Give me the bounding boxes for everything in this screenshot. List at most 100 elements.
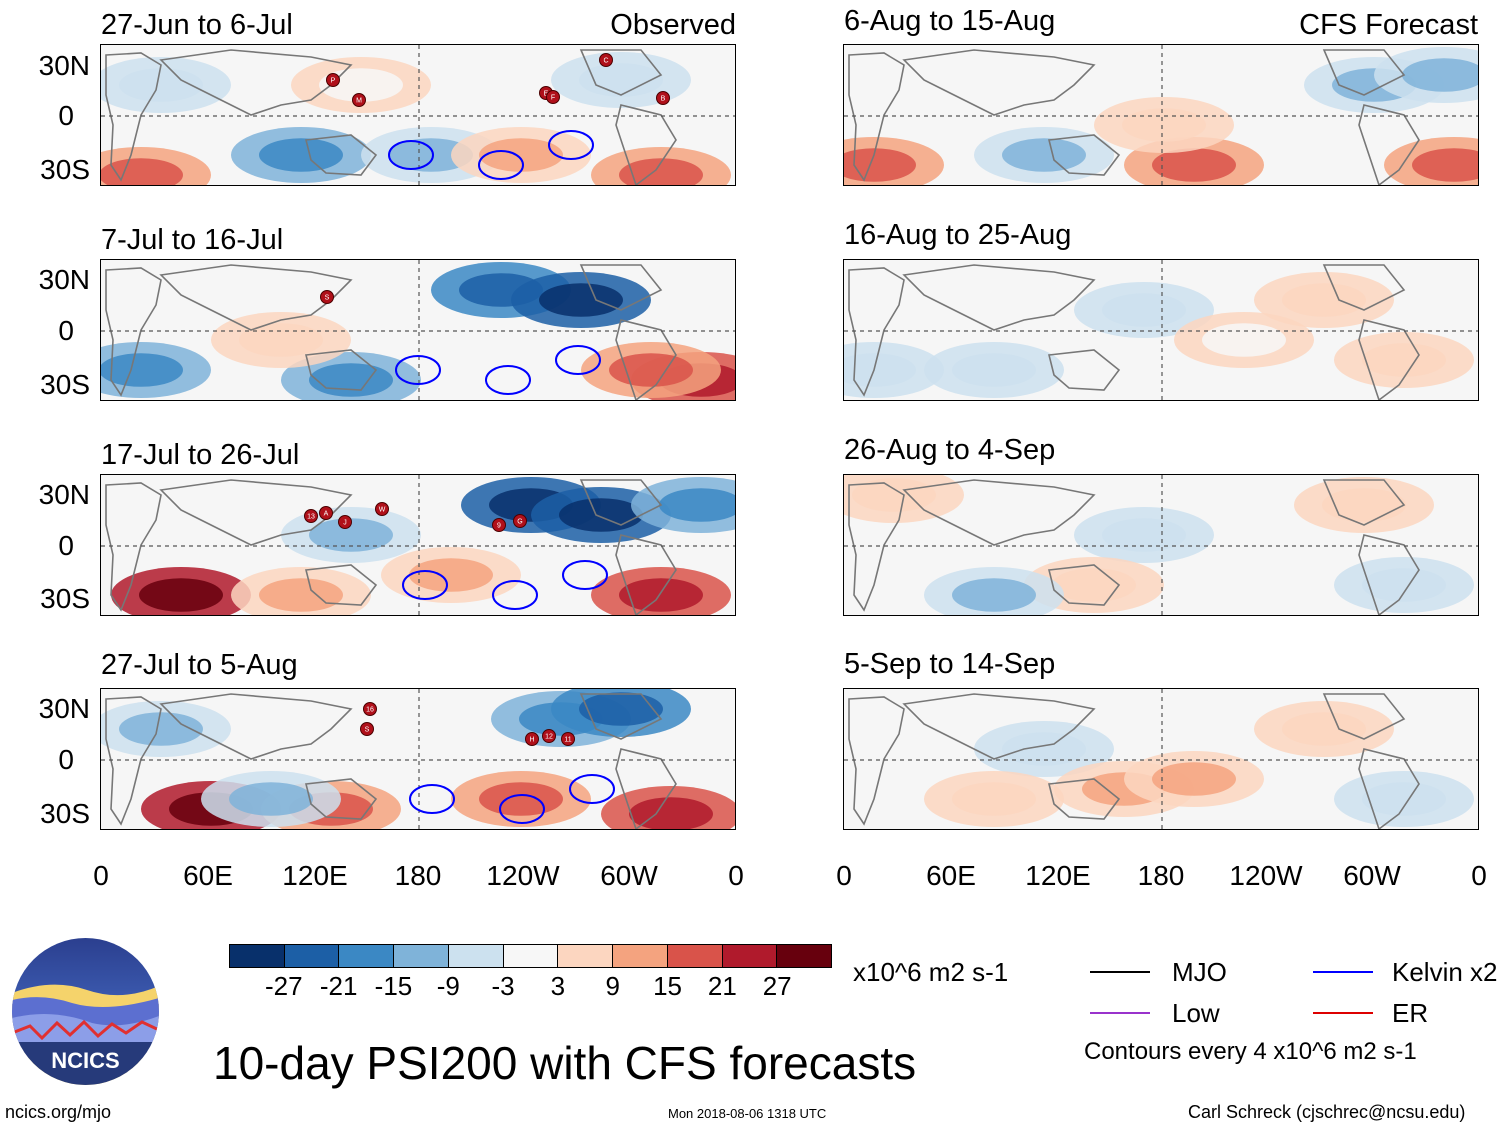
contours-note: Contours every 4 x10^6 m2 s-1 [1084, 1038, 1417, 1065]
storm-icon [513, 514, 527, 528]
panel-title-1: 27-Jun to 6-Jul [101, 9, 293, 41]
map-field [844, 689, 1478, 829]
lat-label-30n: 30N [38, 264, 90, 295]
storm-marker: 12 [542, 729, 556, 743]
storm-id-label: H [529, 737, 534, 744]
storm-id-label: S [325, 295, 330, 302]
continent-outline [848, 52, 905, 182]
lon-label-120e: 120E [1025, 860, 1091, 891]
continent-outline [615, 748, 677, 829]
storm-icon [656, 91, 670, 105]
logo-text: NCICS [51, 1048, 119, 1073]
storm-marker: 9 [492, 518, 506, 532]
anomaly-blob [1362, 782, 1446, 816]
continent-outline [305, 349, 378, 391]
storm-id-label: F [551, 95, 555, 102]
continent-outline [1358, 748, 1420, 829]
anomaly-blob [1152, 762, 1236, 796]
kelvin-contour [395, 355, 441, 385]
continent-outline [105, 482, 162, 612]
continent-outline [105, 696, 162, 826]
anomaly-blob [139, 578, 223, 612]
anomaly-blob [259, 578, 343, 612]
storm-id-label: 11 [564, 737, 571, 744]
continent-outline [105, 267, 162, 397]
kelvin-contour [388, 140, 434, 170]
colorbar-swatch [339, 945, 395, 967]
storm-icon [320, 290, 334, 304]
colorbar-tick-label: -21 [319, 971, 358, 1001]
storm-icon [363, 702, 377, 716]
anomaly-blob [1322, 488, 1406, 522]
lon-label-60e: 60E [926, 860, 976, 891]
colorbar-tick-label: -15 [374, 971, 413, 1001]
continent-outline [902, 49, 1096, 116]
continent-outline [1358, 104, 1420, 185]
continent-outline [848, 696, 905, 826]
storm-icon [352, 93, 366, 107]
colorbar-tick-label: 27 [762, 971, 792, 1001]
colorbar-tick-label: 21 [707, 971, 737, 1001]
storm-id-label: 12 [545, 734, 553, 741]
continent-outline [159, 49, 353, 116]
lat-label-30n: 30N [38, 693, 90, 724]
kelvin-contour [562, 560, 608, 590]
anomaly-blob [1412, 148, 1478, 182]
anomaly-blob [409, 558, 493, 592]
kelvin-contour [555, 345, 601, 375]
storm-id-label: 13 [307, 514, 315, 521]
lat-label-0: 0 [58, 315, 74, 346]
map-panel-fcst-3 [843, 474, 1479, 616]
anomaly-blob [1102, 518, 1186, 552]
kelvin-contour [409, 784, 455, 814]
kelvin-contour [402, 570, 448, 600]
panel-title-5: 6-Aug to 15-Aug [844, 5, 1056, 37]
colorbar-swatch [448, 945, 504, 967]
storm-id-label: 16 [366, 707, 374, 714]
continent-outline [579, 693, 663, 740]
anomaly-blob [1002, 732, 1086, 766]
continent-outline [579, 479, 663, 526]
colorbar-swatch [503, 945, 559, 967]
legend-label-low: Low [1172, 998, 1220, 1028]
anomaly-blob [259, 138, 343, 172]
panel-title-8: 5-Sep to 14-Sep [844, 648, 1056, 680]
colorbar-swatch [667, 945, 723, 967]
storm-icon [542, 729, 556, 743]
anomaly-blob [619, 578, 703, 612]
panel-title-4: 27-Jul to 5-Aug [101, 649, 298, 681]
continent-outline [1048, 778, 1121, 820]
storm-id-label: E [544, 91, 549, 98]
continent-outline [615, 319, 677, 400]
legend-line-mjo [1090, 971, 1150, 973]
legend-line-kelvin [1313, 971, 1373, 973]
continent-outline [1358, 534, 1420, 615]
footer-timestamp: Mon 2018-08-06 1318 UTC [668, 1106, 827, 1121]
map-panel-obs-2: S [100, 259, 736, 401]
main-title: 10-day PSI200 with CFS forecasts [213, 1037, 917, 1089]
storm-marker: C [599, 53, 613, 67]
map-panel-fcst-1 [843, 44, 1479, 186]
lon-label-0: 0 [93, 860, 109, 891]
anomaly-blob [629, 797, 713, 829]
lon-label-0: 0 [728, 860, 744, 891]
anomaly-blob [844, 353, 916, 387]
storm-marker: B [656, 91, 670, 105]
kelvin-contour [499, 794, 545, 824]
continent-outline [615, 534, 677, 615]
continent-outline [305, 778, 378, 820]
colorbar-swatch [284, 945, 340, 967]
storm-marker: 16 [363, 702, 377, 716]
anomaly-blob [619, 158, 703, 185]
anomaly-blob [952, 353, 1036, 387]
anomaly-blob [952, 782, 1036, 816]
map-panel-obs-4: 16 S H 12 11 [100, 688, 736, 830]
anomaly-blob [119, 68, 203, 102]
colorbar-swatch [394, 945, 449, 967]
colorbar-swatch [558, 945, 614, 967]
continent-outline [902, 693, 1096, 760]
colorbar-tick-label: -9 [436, 971, 460, 1001]
anomaly-blob [479, 782, 563, 816]
lon-label-180: 180 [394, 860, 442, 891]
storm-id-label: J [343, 520, 347, 527]
